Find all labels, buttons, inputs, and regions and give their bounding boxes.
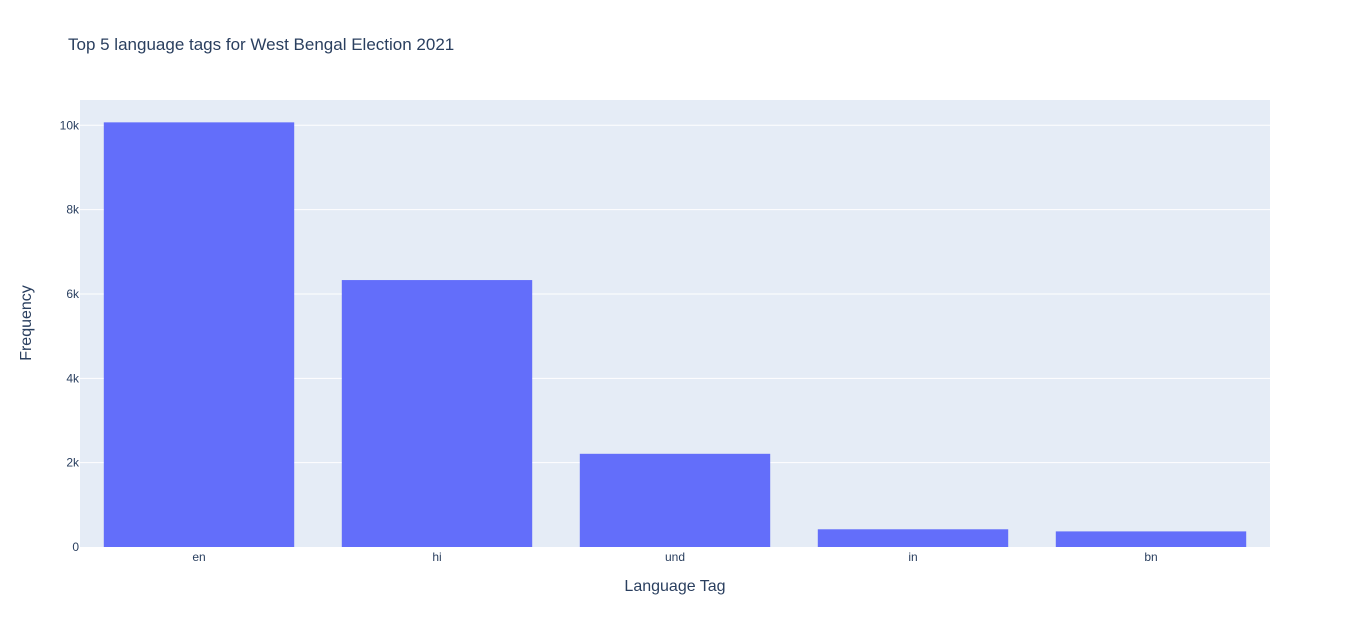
- y-tick-label: 10k: [60, 118, 80, 132]
- x-tick-label: en: [192, 550, 205, 564]
- x-tick-label: bn: [1144, 550, 1157, 564]
- y-tick-label: 0: [72, 540, 79, 554]
- bars: [103, 122, 1247, 547]
- bar-en: [103, 122, 295, 547]
- bar-in: [817, 529, 1009, 547]
- y-tick-labels: 0 2k 4k 6k 8k 10k: [60, 118, 80, 554]
- y-tick-label: 6k: [66, 287, 80, 301]
- x-axis-title: Language Tag: [624, 578, 725, 595]
- chart-title: Top 5 language tags for West Bengal Elec…: [68, 35, 454, 54]
- bar-und: [579, 453, 771, 547]
- y-tick-label: 4k: [66, 371, 80, 385]
- bar-hi: [341, 280, 533, 547]
- x-tick-label: in: [908, 550, 917, 564]
- x-tick-label: und: [665, 550, 685, 564]
- y-axis-title: Frequency: [18, 285, 35, 361]
- y-tick-label: 2k: [66, 456, 80, 470]
- y-tick-label: 8k: [66, 203, 80, 217]
- bar-bn: [1055, 531, 1247, 547]
- x-tick-label: hi: [432, 550, 441, 564]
- x-tick-labels: en hi und in bn: [192, 550, 1157, 564]
